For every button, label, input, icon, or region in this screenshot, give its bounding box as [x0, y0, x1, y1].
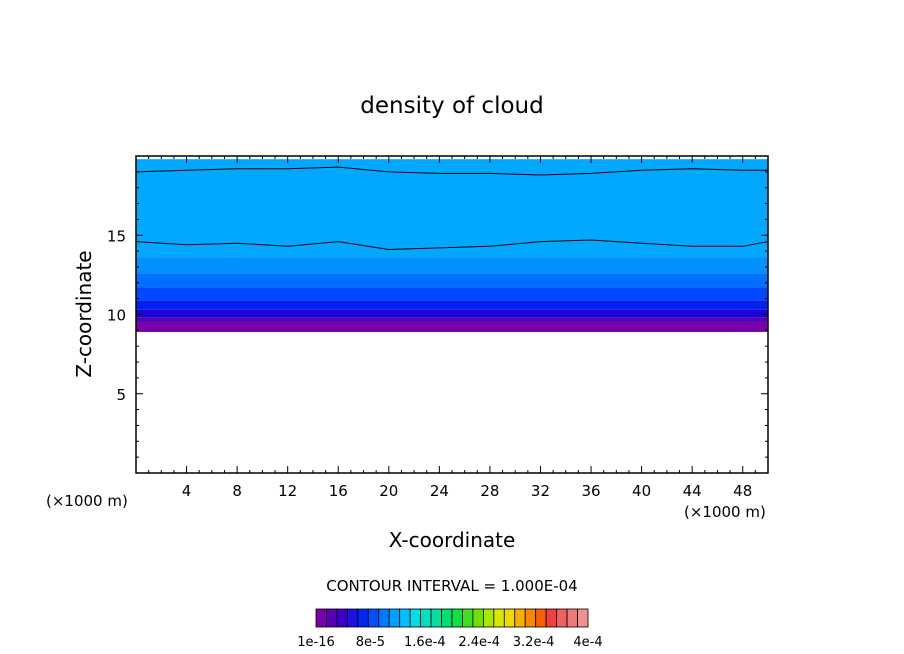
x-tick-label: 36 [581, 482, 600, 500]
x-tick-label: 20 [379, 482, 398, 500]
colorbar-swatch [399, 608, 411, 628]
colorbar [315, 608, 589, 628]
colorbar-swatch [503, 608, 516, 628]
colorbar-label: 2.4e-4 [458, 635, 500, 650]
y-axis-label: Z-coordinate [72, 250, 96, 377]
colorbar-swatch [462, 608, 474, 628]
colorbar-swatch [566, 608, 578, 628]
x-tick-label: 4 [182, 482, 192, 500]
x-axis-label: X-coordinate [389, 528, 516, 552]
contour-band-7 [136, 322, 768, 332]
x-unit-right: (×1000 m) [684, 503, 766, 521]
contour-line-upper [135, 166, 768, 176]
colorbar-label: 1e-16 [297, 635, 335, 650]
contour-band-6 [136, 317, 768, 323]
colorbar-swatch [493, 608, 505, 628]
colorbar-swatch [514, 608, 526, 628]
colorbar-swatch [315, 608, 327, 628]
chart-title: density of cloud [360, 93, 543, 119]
colorbar-swatch [524, 608, 537, 628]
contour-line-lower [135, 239, 769, 251]
colorbar-label: 3.2e-4 [513, 635, 555, 650]
y-tick-label: 15 [107, 227, 126, 245]
contour-band-4 [136, 300, 768, 310]
contour-band-2 [136, 273, 768, 288]
colorbar-swatch [482, 608, 495, 628]
x-tick-label: 24 [430, 482, 449, 500]
colorbar-swatch [336, 608, 348, 628]
x-tick-label: 28 [480, 482, 499, 500]
x-tick-label: 8 [232, 482, 242, 500]
colorbar-swatch [430, 608, 442, 628]
colorbar-swatch [556, 608, 568, 628]
x-unit-left: (×1000 m) [46, 492, 128, 510]
plot-area [136, 159, 768, 332]
x-tick-label: 40 [632, 482, 651, 500]
colorbar-label: 4e-4 [573, 635, 602, 650]
x-tick-label: 16 [329, 482, 348, 500]
contour-interval-text: CONTOUR INTERVAL = 1.000E-04 [326, 577, 577, 595]
colorbar-swatch [409, 608, 422, 628]
colorbar-swatch [535, 608, 547, 628]
contour-band-3 [136, 287, 768, 301]
colorbar-swatch [420, 608, 432, 628]
contour-band-1 [136, 257, 768, 274]
colorbar-swatch [472, 608, 484, 628]
colorbar-swatch [326, 608, 338, 628]
contour-lines [135, 166, 769, 251]
x-tick-label: 48 [733, 482, 752, 500]
colorbar-swatch [441, 608, 453, 628]
contour-band-5 [136, 309, 768, 318]
contour-band-0 [136, 159, 768, 258]
x-axis-ticks: 4 8 12 16 20 24 28 32 36 40 44 48 [148, 156, 756, 500]
x-tick-label: 12 [278, 482, 297, 500]
colorbar-swatch [367, 608, 380, 628]
colorbar-swatch [577, 608, 589, 628]
colorbar-swatch [346, 608, 359, 628]
colorbar-swatch [378, 608, 390, 628]
colorbar-label: 8e-5 [356, 635, 385, 650]
y-tick-label: 5 [116, 386, 126, 404]
x-tick-label: 44 [683, 482, 702, 500]
colorbar-swatch [451, 608, 463, 628]
y-tick-label: 10 [107, 307, 126, 325]
y-axis-ticks: 5 10 15 [107, 171, 768, 458]
x-tick-label: 32 [531, 482, 550, 500]
colorbar-labels: 1e-16 8e-5 1.6e-4 2.4e-4 3.2e-4 4e-4 [297, 635, 602, 650]
colorbar-label: 1.6e-4 [404, 635, 446, 650]
colorbar-swatch [545, 608, 558, 628]
colorbar-swatch [388, 608, 401, 628]
colorbar-swatch [357, 608, 369, 628]
